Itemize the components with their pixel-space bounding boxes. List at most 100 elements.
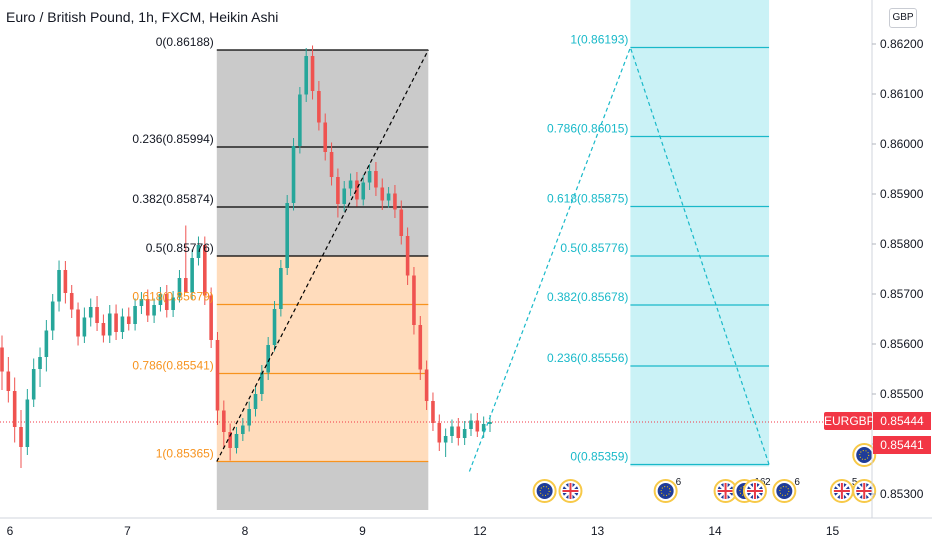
candle (76, 302, 80, 346)
candle (57, 260, 61, 312)
candle-body (12, 391, 17, 427)
candle (361, 175, 366, 206)
candle (228, 423, 232, 461)
candle-body (298, 94, 302, 146)
y-tick-label: 0.86200 (880, 37, 924, 51)
event-count: 5 (852, 477, 858, 488)
candle (386, 187, 391, 208)
fib-zone-gray-lower (216, 461, 429, 510)
x-tick-label: 9 (359, 524, 366, 538)
chart-axes: 0.86200 0.86100 0.86000 0.85900 0.85800 0.857… (0, 0, 932, 538)
candle (424, 360, 429, 410)
fib-left-label-0: 0(0.86188) (156, 35, 214, 49)
eu-flag-icon[interactable] (852, 443, 877, 467)
candle (336, 168, 340, 218)
candle-body (57, 270, 61, 302)
y-tick-label: 0.85300 (880, 487, 924, 501)
candle-body (412, 275, 416, 325)
candle-body (266, 345, 270, 373)
candle-body (63, 270, 68, 293)
candle (291, 138, 296, 211)
candle-body (310, 56, 315, 91)
candle (158, 287, 163, 312)
candle-body (183, 278, 188, 293)
uk-flag-icon[interactable] (558, 479, 583, 503)
candle-body (101, 323, 106, 336)
candle-body (44, 330, 49, 357)
x-tick-label: 12 (473, 524, 487, 538)
candle (355, 172, 359, 207)
candle-body (374, 171, 378, 188)
fib-zone-orange (216, 256, 429, 462)
candle-body (133, 306, 137, 324)
uk-flag-icon[interactable]: 2 (742, 477, 771, 503)
candle (380, 178, 385, 210)
y-tick-label: 0.86100 (880, 87, 924, 101)
candle-body (386, 193, 391, 201)
eu-flag-icon[interactable]: 6 (653, 477, 682, 503)
candle (203, 236, 207, 305)
candle-body (260, 372, 264, 394)
economic-events: 616265 (532, 443, 877, 503)
eu-stars (859, 450, 870, 460)
candle-body (139, 299, 144, 306)
candle (38, 347, 42, 387)
event-count: 6 (794, 477, 800, 488)
candle-body (38, 357, 42, 369)
eu-stars (779, 486, 790, 496)
candle (310, 45, 315, 100)
candle (126, 307, 131, 331)
fib-right-label-2: 0.618(0.85875) (547, 192, 628, 206)
trend-lines (216, 45, 770, 472)
candle (95, 296, 99, 331)
candle-body (399, 209, 404, 236)
candle (171, 291, 175, 317)
candle (462, 421, 467, 445)
fib-right-label-1: 0.786(0.86015) (547, 122, 628, 136)
candle-body (76, 309, 80, 337)
eu-flag-icon[interactable]: 6 (772, 477, 800, 503)
fib-left-trend-line (216, 49, 429, 462)
event-count: 6 (676, 477, 682, 488)
candle-body (462, 429, 467, 438)
candle-body (0, 347, 4, 372)
candle (139, 292, 144, 314)
candle-body (475, 420, 480, 432)
candle (69, 285, 74, 318)
candle (114, 304, 118, 340)
eu-flag-disc (657, 483, 674, 499)
candle-body (25, 399, 30, 447)
candle (196, 236, 201, 266)
candle (399, 200, 404, 245)
fib-right-label-5: 0.236(0.85556) (547, 351, 628, 365)
fib-zones (216, 0, 770, 510)
candle (152, 298, 156, 323)
candle-body (405, 236, 410, 276)
chart-title: Euro / British Pound, 1h, FXCM, Heikin A… (6, 9, 279, 25)
candle (19, 410, 23, 468)
candle-body (31, 369, 36, 400)
fib-level-lines (216, 46, 770, 466)
candle (234, 427, 239, 454)
candle-body (481, 424, 486, 432)
fib-left-label-6: 1(0.85365) (156, 447, 214, 461)
ask-price-tag: 0.85441 (873, 436, 931, 454)
eu-flag-icon[interactable] (532, 479, 557, 503)
candle-body (424, 369, 429, 401)
candle-body (234, 434, 239, 448)
candles (0, 45, 492, 468)
candle-body (367, 171, 372, 183)
eu-flag-disc (536, 483, 553, 499)
candle (107, 305, 112, 343)
candle (25, 389, 30, 455)
candle-body (253, 394, 258, 409)
candle-body (215, 340, 220, 411)
fib-left-label-1: 0.236(0.85994) (132, 132, 213, 146)
uk-bar-red-v (840, 483, 843, 499)
x-tick-label: 14 (708, 524, 722, 538)
uk-flag-icon[interactable] (852, 479, 877, 503)
eu-stars (539, 486, 550, 496)
currency-button[interactable]: GBP (889, 8, 917, 28)
y-tick-label: 0.85500 (880, 387, 924, 401)
